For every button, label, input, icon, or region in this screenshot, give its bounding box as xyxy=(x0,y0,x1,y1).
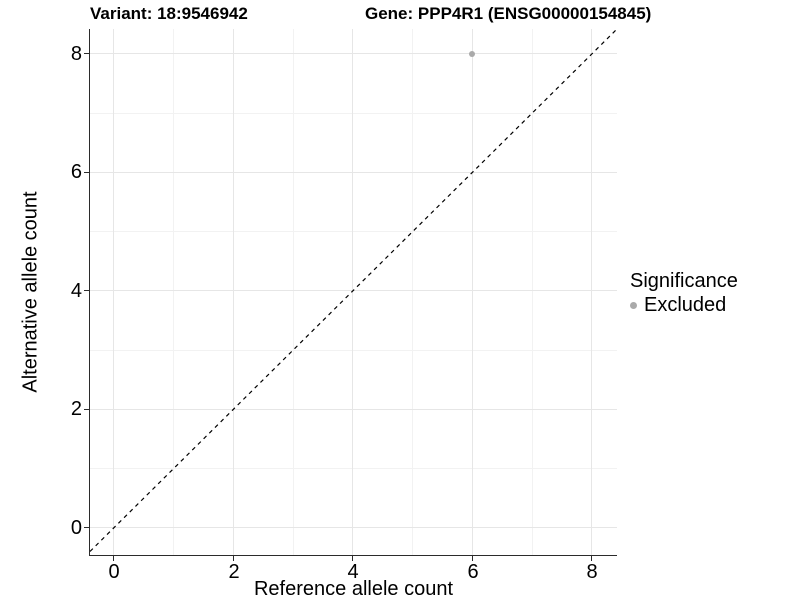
legend-item-label: Excluded xyxy=(644,294,727,316)
grid-major-horizontal xyxy=(90,171,617,173)
grid-major-horizontal xyxy=(90,53,617,55)
grid-major-horizontal xyxy=(90,527,617,529)
grid-minor-horizontal xyxy=(90,112,617,114)
x-axis-line xyxy=(89,555,617,556)
y-tick-mark xyxy=(84,527,89,529)
y-tick-mark xyxy=(84,171,89,173)
x-tick-mark xyxy=(471,556,473,561)
grid-minor-vertical xyxy=(412,29,414,555)
y-axis-title: Alternative allele count xyxy=(19,191,42,393)
legend-marker-dot-icon xyxy=(630,301,637,309)
y-tick-label-4: 4 xyxy=(70,280,82,302)
grid-minor-vertical xyxy=(531,29,533,555)
variant-title: Variant: 18:9546942 xyxy=(90,4,248,23)
identity-line xyxy=(90,29,617,552)
grid-major-vertical xyxy=(471,29,473,555)
grid-minor-horizontal xyxy=(90,468,617,470)
x-tick-mark xyxy=(591,556,593,561)
x-tick-mark xyxy=(232,556,234,561)
grid-major-horizontal xyxy=(90,408,617,410)
y-axis-line xyxy=(89,29,90,556)
legend-title: Significance xyxy=(630,270,738,292)
grid-major-vertical xyxy=(113,29,115,555)
identity-line-layer xyxy=(90,29,617,552)
legend-item-excluded: Excluded xyxy=(630,294,738,316)
x-tick-mark xyxy=(113,556,115,561)
y-tick-label-0: 0 xyxy=(70,517,82,539)
grid-major-vertical xyxy=(352,29,354,555)
grid-major-vertical xyxy=(232,29,234,555)
gene-title: Gene: PPP4R1 (ENSG00000154845) xyxy=(365,4,652,23)
x-tick-label-2: 2 xyxy=(228,561,240,583)
y-tick-label-8: 8 xyxy=(70,43,82,65)
grid-major-vertical xyxy=(591,29,593,555)
x-tick-mark xyxy=(352,556,354,561)
plot-panel xyxy=(90,29,617,555)
grid-minor-horizontal xyxy=(90,231,617,233)
y-tick-mark xyxy=(84,53,89,55)
x-tick-label-6: 6 xyxy=(467,561,479,583)
x-tick-label-0: 0 xyxy=(108,561,120,583)
y-tick-mark xyxy=(84,290,89,292)
x-axis-title: Reference allele count xyxy=(253,578,453,600)
grid-minor-horizontal xyxy=(90,349,617,351)
grid-minor-vertical xyxy=(173,29,175,555)
y-tick-label-6: 6 xyxy=(70,161,82,183)
legend: Significance Excluded xyxy=(630,270,738,316)
x-tick-label-8: 8 xyxy=(586,561,598,583)
x-tick-label-4: 4 xyxy=(347,561,359,583)
y-tick-mark xyxy=(84,408,89,410)
data-point xyxy=(469,50,476,57)
y-tick-label-2: 2 xyxy=(70,398,82,420)
grid-minor-vertical xyxy=(292,29,294,555)
